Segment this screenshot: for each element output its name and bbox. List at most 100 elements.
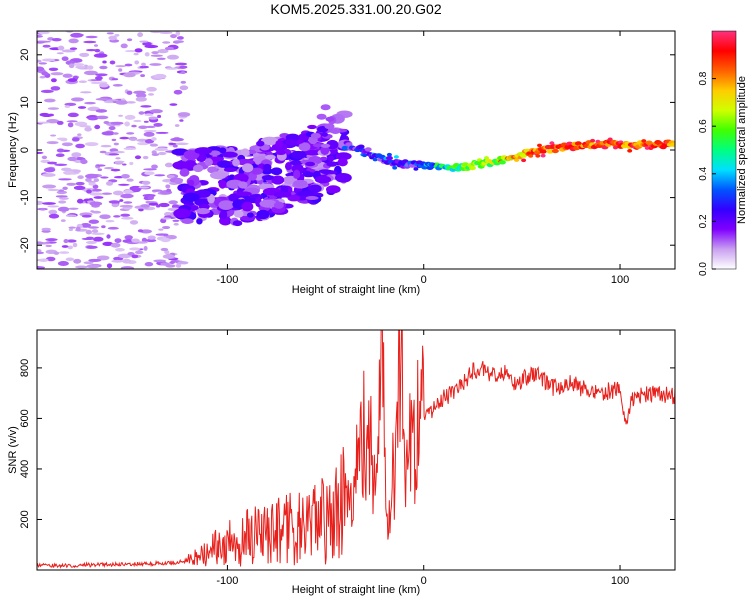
spectrogram-cell: [157, 114, 162, 118]
spectrogram-cell: [111, 150, 125, 154]
spectrogram-cell: [86, 236, 94, 239]
spectrogram-cell: [88, 258, 102, 262]
spectrogram-cell: [131, 254, 139, 259]
spectrogram-cell: [96, 255, 110, 261]
spectrogram-cell: [103, 120, 110, 125]
spectrogram-cell: [144, 261, 154, 267]
spectrogram-cell: [386, 152, 392, 157]
spectrogram-cell: [47, 205, 60, 208]
spectrogram-cell: [46, 141, 59, 145]
spectrogram-cell: [145, 238, 157, 243]
spectrogram-cell: [119, 199, 124, 202]
spectrogram-cell: [68, 228, 74, 232]
spectrogram-cell: [173, 40, 185, 43]
spectrogram-cell: [47, 188, 60, 192]
spectrogram-cell: [256, 140, 265, 147]
spectrogram-cell: [169, 261, 175, 264]
spectrogram-cell: [50, 86, 61, 91]
spectrogram-cell: [321, 132, 328, 137]
y-tick-label: 20: [19, 49, 31, 61]
spectrogram-cell: [111, 259, 124, 263]
spectrogram-cell: [78, 80, 87, 84]
spectrogram-cells: [37, 31, 675, 269]
spectrogram-cell: [537, 143, 542, 148]
spectrogram-cell: [48, 67, 59, 71]
spectrogram-cell: [42, 44, 51, 48]
spectrogram-cell: [468, 165, 476, 171]
spectrogram-cell: [99, 65, 108, 70]
spectrogram-cell: [101, 131, 116, 136]
spectrogram-cell: [50, 72, 64, 76]
spectrogram-cell: [235, 191, 252, 197]
spectrogram-cell: [70, 97, 85, 102]
spectrogram-cell: [120, 43, 128, 49]
spectrogram-cell: [37, 31, 50, 35]
spectrogram-ylabel: Frequency (Hz): [7, 112, 19, 188]
spectrogram-cell: [308, 184, 322, 193]
spectrogram-cell: [83, 261, 94, 265]
spectrogram-cell: [93, 178, 100, 183]
spectrogram-cell: [179, 85, 189, 91]
spectrogram-cell: [134, 60, 140, 65]
spectrogram-cell: [607, 137, 613, 142]
spectrogram-cell: [144, 171, 155, 175]
spectrogram-cell: [69, 47, 78, 50]
spectrogram-cell: [37, 59, 42, 63]
spectrogram-cell: [327, 155, 335, 162]
spectrogram-cell: [175, 263, 182, 268]
spectrogram-cell: [539, 149, 547, 154]
spectrogram-cell: [112, 84, 123, 87]
spectrogram-cell: [546, 149, 554, 154]
spectrogram-cell: [324, 123, 335, 130]
spectrogram-cell: [148, 116, 159, 120]
spectrogram-cell: [103, 167, 115, 170]
spectrogram-cell: [641, 139, 647, 143]
spectrogram-cell: [85, 35, 98, 39]
spectrogram-cell: [180, 80, 187, 84]
spectrogram-cell: [157, 48, 169, 54]
spectrogram-cell: [173, 208, 191, 219]
spectrogram-cell: [120, 193, 134, 199]
spectrogram-cell: [145, 125, 156, 129]
spectrogram-cell: [153, 73, 167, 79]
spectrogram-cell: [320, 104, 331, 111]
spectrogram-cell: [89, 201, 103, 206]
spectrogram-cell: [127, 251, 135, 256]
spectrogram-cell: [392, 166, 398, 170]
spectrogram-cell: [109, 60, 116, 65]
spectrogram-cell: [221, 151, 238, 158]
spectrogram-cell: [157, 151, 167, 156]
spectrogram-cell: [209, 150, 221, 156]
spectrogram-cell: [153, 122, 163, 127]
spectrogram-cell: [154, 147, 169, 152]
snr-ylabel: SNR (v/v): [7, 426, 19, 474]
spectrogram-cell: [590, 138, 596, 143]
spectrogram-cell: [312, 143, 324, 148]
spectrogram-cell: [242, 163, 254, 173]
spectrogram-cell: [325, 116, 335, 122]
spectrogram-cell: [129, 161, 134, 166]
spectrogram-cell: [372, 157, 378, 162]
spectrogram-cell: [123, 72, 136, 78]
spectrogram-cell: [71, 137, 80, 142]
spectrogram-cell: [165, 67, 178, 70]
spectrogram-cell: [88, 182, 96, 186]
spectrogram-cell: [58, 189, 64, 192]
spectrogram-cell: [95, 73, 108, 77]
spectrogram-cell: [124, 121, 130, 127]
spectrogram-cell: [119, 204, 134, 208]
spectrogram-cell: [170, 34, 177, 39]
spectrogram-cell: [158, 202, 170, 208]
spectrogram-cell: [65, 214, 77, 218]
spectrogram-cell: [151, 164, 158, 169]
spectrogram-cell: [156, 57, 166, 60]
spectrogram-cell: [47, 161, 58, 165]
spectrogram-cell: [574, 141, 582, 146]
spectrogram-cell: [124, 114, 136, 120]
spectrogram-cell: [291, 150, 306, 160]
spectrogram-cell: [139, 65, 149, 69]
spectrogram-cell: [93, 53, 108, 58]
spectrogram-cell: [307, 124, 317, 130]
spectrogram-cell: [72, 242, 78, 248]
spectrogram-cell: [43, 98, 56, 103]
